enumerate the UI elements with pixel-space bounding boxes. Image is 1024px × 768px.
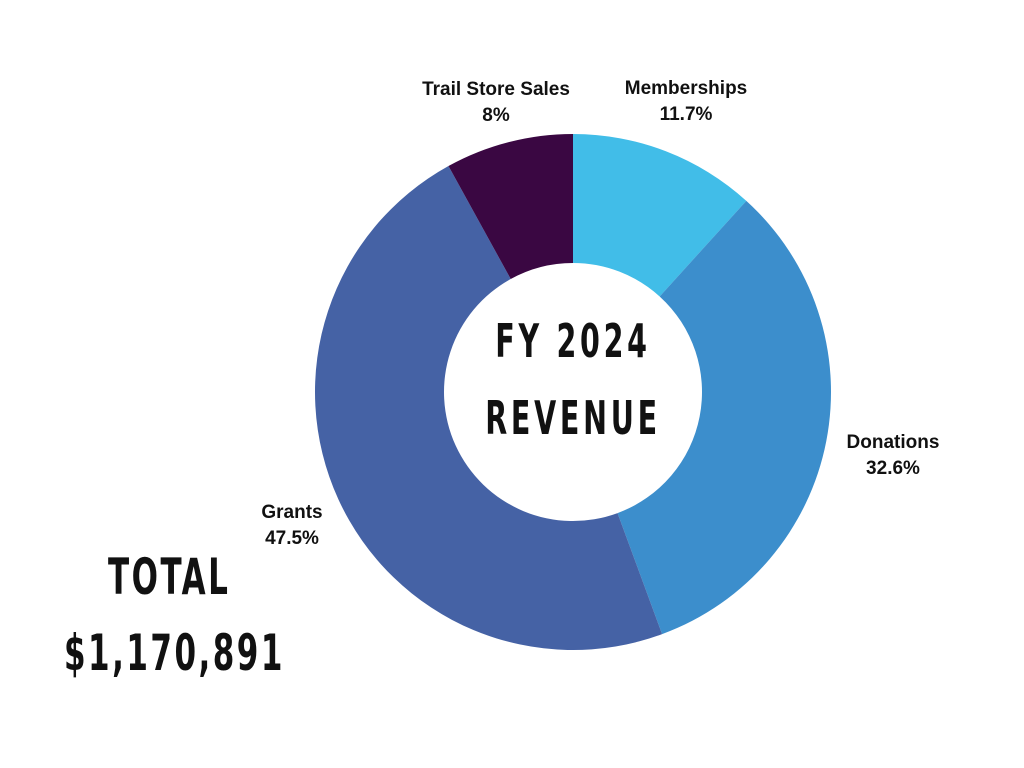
label-donations: Donations 32.6%	[847, 430, 940, 481]
label-memberships: Memberships 11.7%	[625, 76, 747, 127]
label-grants-value: 47.5%	[265, 527, 319, 549]
total-label: TOTAL	[108, 548, 231, 606]
chart-title-line-1: FY 2024	[495, 314, 651, 368]
label-grants: Grants 47.5%	[261, 500, 322, 551]
label-donations-value: 32.6%	[866, 457, 920, 479]
total-value: $1,170,891	[64, 624, 285, 682]
label-memberships-name: Memberships	[624, 78, 748, 99]
label-trail-store-sales: Trail Store Sales 8%	[422, 77, 570, 128]
chart-title-line-2: REVENUE	[485, 391, 661, 445]
slice-donations	[617, 200, 831, 635]
label-grants-name: Grants	[261, 502, 323, 523]
slice-trail-store-sales	[448, 134, 573, 280]
slice-memberships	[573, 134, 747, 297]
label-donations-name: Donations	[846, 432, 940, 453]
slice-grants	[315, 166, 663, 650]
label-trail-store-sales-name: Trail Store Sales	[422, 79, 570, 100]
label-trail-store-sales-value: 8%	[482, 104, 510, 126]
label-memberships-value: 11.7%	[659, 103, 713, 125]
